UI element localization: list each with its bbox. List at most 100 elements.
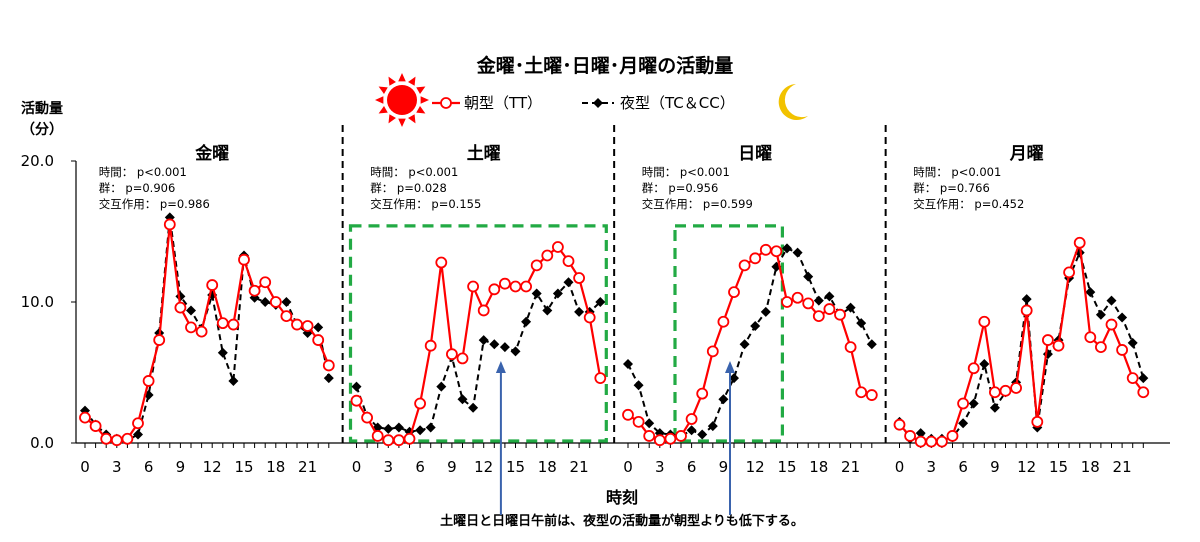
x-tick-label: 0 xyxy=(895,458,905,476)
morning-point xyxy=(855,386,868,399)
morning-point xyxy=(301,320,314,332)
stat-text: 時間： p<0.001 xyxy=(913,165,1001,179)
morning-point xyxy=(392,434,405,447)
morning-point xyxy=(632,415,645,428)
morning-point xyxy=(706,345,719,358)
x-tick-label: 15 xyxy=(777,458,796,476)
x-tick-label: 3 xyxy=(384,458,394,476)
morning-point xyxy=(967,362,980,375)
morning-point xyxy=(206,279,219,291)
morning-point xyxy=(781,296,793,308)
morning-series-line xyxy=(627,248,873,442)
evening-series-line xyxy=(355,280,601,433)
evening-point xyxy=(729,373,739,384)
x-tick-label: 21 xyxy=(841,458,860,476)
morning-point xyxy=(925,435,938,448)
x-tick-label: 9 xyxy=(719,458,729,476)
stat-text: 交互作用： p=0.452 xyxy=(913,197,1024,211)
morning-point xyxy=(738,259,751,272)
evening-point xyxy=(499,342,510,353)
morning-point xyxy=(530,259,543,272)
morning-point xyxy=(174,301,187,314)
morning-point xyxy=(121,432,134,445)
evening-point xyxy=(217,347,228,358)
evening-point xyxy=(1127,337,1138,348)
morning-point xyxy=(361,411,374,424)
morning-point xyxy=(435,256,448,269)
x-tick-label: 3 xyxy=(112,458,122,476)
morning-point xyxy=(759,243,772,256)
evening-point xyxy=(457,394,468,405)
morning-point xyxy=(865,389,878,401)
evening-point xyxy=(1021,294,1032,305)
morning-point xyxy=(749,252,762,265)
evening-point xyxy=(510,346,521,357)
morning-point xyxy=(957,397,969,410)
x-tick-label: 6 xyxy=(958,458,968,476)
annotation-arrowhead xyxy=(495,361,506,373)
day-label: 月曜 xyxy=(1009,144,1044,164)
morning-point xyxy=(770,245,783,258)
sun-ray xyxy=(398,118,406,127)
sun-ray xyxy=(420,96,429,104)
morning-point xyxy=(238,253,250,266)
evening-series-line xyxy=(627,247,873,437)
highlight-box xyxy=(348,224,608,443)
evening-point xyxy=(623,359,633,370)
evening-point xyxy=(260,297,271,307)
legend-evening-label: 夜型（TC＆CC） xyxy=(620,94,735,112)
morning-point xyxy=(312,334,325,346)
evening-point xyxy=(228,375,239,386)
evening-point xyxy=(521,316,532,327)
morning-point xyxy=(685,413,698,425)
morning-point xyxy=(1031,415,1044,428)
evening-point xyxy=(1042,349,1053,360)
morning-point xyxy=(403,432,416,445)
evening-point xyxy=(750,320,761,331)
morning-point xyxy=(227,318,240,331)
evening-point xyxy=(1138,373,1149,384)
morning-point xyxy=(946,430,959,442)
morning-point xyxy=(322,359,335,372)
morning-point xyxy=(904,430,916,442)
evening-point xyxy=(989,402,1000,413)
evening-point xyxy=(552,288,563,299)
morning-point xyxy=(1052,339,1065,352)
morning-point xyxy=(520,280,532,293)
morning-point xyxy=(509,280,522,293)
morning-point xyxy=(291,318,303,331)
day-label: 金曜 xyxy=(194,143,229,164)
morning-point xyxy=(498,277,511,290)
moon-icon xyxy=(778,84,808,120)
evening-point xyxy=(186,305,196,316)
stat-text: 群： p=0.956 xyxy=(642,181,719,195)
x-tick-label: 3 xyxy=(927,458,937,476)
stat-text: 交互作用： p=0.599 xyxy=(642,197,753,211)
morning-point xyxy=(110,434,123,447)
y-tick-label: 10.0 xyxy=(21,293,54,311)
sun-ray xyxy=(378,86,388,94)
evening-point xyxy=(1117,312,1128,323)
evening-point xyxy=(845,302,856,313)
x-axis-label: 時刻 xyxy=(606,488,638,507)
morning-point xyxy=(163,218,176,231)
morning-point xyxy=(696,387,709,400)
evening-point xyxy=(1085,287,1096,298)
evening-point xyxy=(739,339,750,350)
morning-point xyxy=(643,430,656,442)
morning-point xyxy=(185,321,197,334)
evening-point xyxy=(1106,295,1117,306)
morning-point xyxy=(893,418,906,431)
stat-text: 時間： p<0.001 xyxy=(370,165,458,179)
morning-series-line xyxy=(355,245,602,442)
sun-icon xyxy=(375,73,429,127)
sun-ray xyxy=(408,114,416,124)
morning-point xyxy=(445,348,458,361)
morning-point xyxy=(1084,331,1097,344)
morning-point xyxy=(79,411,91,424)
morning-point xyxy=(717,315,730,328)
morning-point xyxy=(477,304,490,317)
evening-point xyxy=(425,422,436,433)
morning-point xyxy=(622,408,634,421)
